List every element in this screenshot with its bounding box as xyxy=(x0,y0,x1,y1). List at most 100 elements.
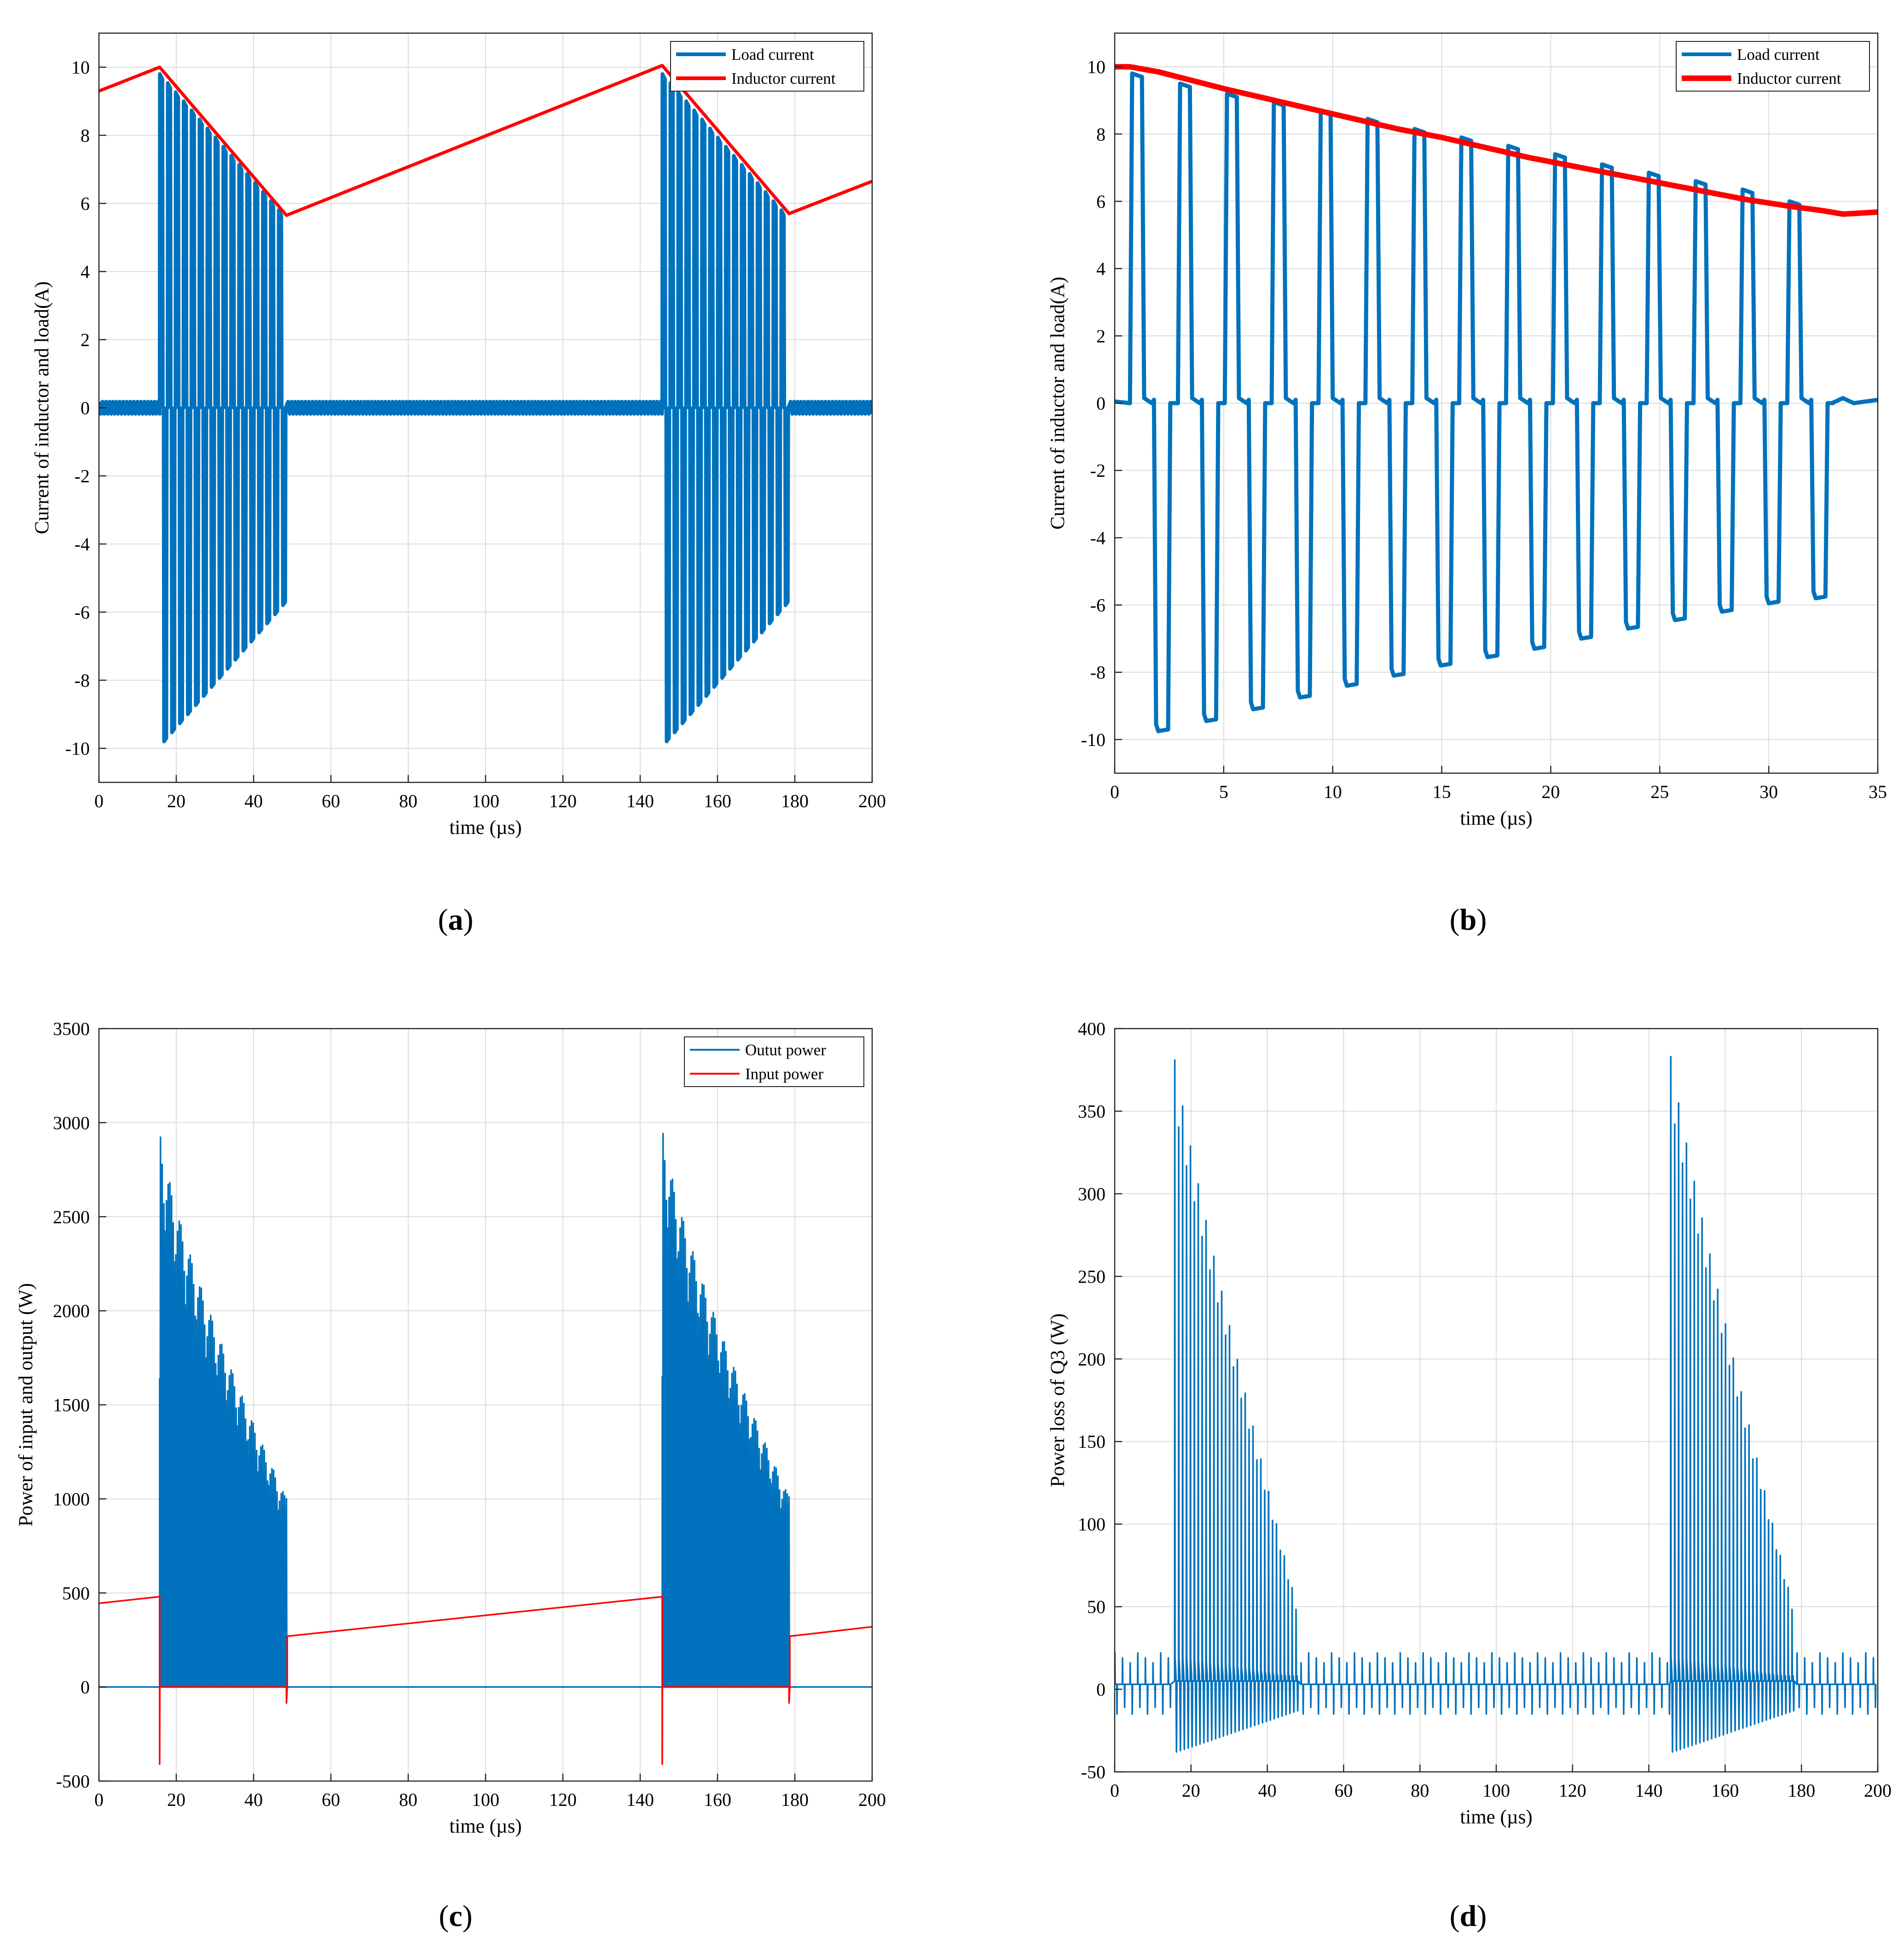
panel-label: (c) xyxy=(439,1899,472,1933)
series-group xyxy=(1115,64,1878,734)
x-tick-label: 120 xyxy=(549,791,577,811)
x-tick-label: 200 xyxy=(858,791,886,811)
x-tick-label: 20 xyxy=(1541,781,1560,802)
x-tick-label: 20 xyxy=(1182,1780,1200,1801)
x-tick-label: 160 xyxy=(704,791,731,811)
x-tick-label: 10 xyxy=(1324,781,1342,802)
x-tick-label: 140 xyxy=(626,791,654,811)
series-group xyxy=(99,1133,872,1765)
x-tick-label: 60 xyxy=(322,791,340,811)
y-tick-label: 1500 xyxy=(53,1395,90,1416)
series-line-load-current xyxy=(1115,71,1878,734)
panel-d: 0 20 40 60 80 100 120 140 160 180 200-500501001502… xyxy=(1047,1018,1892,1933)
y-tick-label: 400 xyxy=(1078,1018,1105,1039)
x-tick-label: 0 xyxy=(94,1789,104,1810)
series-line-load-current xyxy=(99,72,872,744)
x-tick-label: 80 xyxy=(399,1789,417,1810)
y-tick-label: 300 xyxy=(1078,1184,1105,1204)
y-tick-label: 200 xyxy=(1078,1349,1105,1370)
y-tick-label: 350 xyxy=(1078,1101,1105,1122)
x-tick-label: 35 xyxy=(1869,781,1887,802)
x-tick-label: 25 xyxy=(1650,781,1669,802)
legend-box xyxy=(684,1036,864,1087)
x-axis-label: time (µs) xyxy=(449,817,521,839)
x-tick-label: 120 xyxy=(1559,1780,1586,1801)
x-tick-label: 100 xyxy=(1482,1780,1510,1801)
panel-a: 0 20 40 60 80 100 120 140 160 180 200 -10 -8 -6 -4 -2 0 2… xyxy=(31,32,886,937)
x-tick-label: 100 xyxy=(472,791,499,811)
y-axis-label: Power of input and output (W) xyxy=(15,1283,37,1527)
y-tick-label: 500 xyxy=(62,1583,90,1603)
y-tick-label: 2 xyxy=(81,330,90,350)
series-line-power-loss-of-q3 xyxy=(1115,1056,1877,1753)
legend: Load current Inductor current xyxy=(670,41,864,92)
y-tick-label: 6 xyxy=(1096,191,1105,212)
series-line-outut-power xyxy=(99,1133,872,1688)
x-tick-label: 140 xyxy=(1635,1780,1663,1801)
x-tick-label: 200 xyxy=(1864,1780,1892,1801)
legend-label: Load current xyxy=(731,46,814,64)
x-tick-label: 5 xyxy=(1219,781,1228,802)
panel-b: 0 5 10 15 20 25 30 35 -10 -8 -6 -4 -2 0 2 4 6 8 10 time (µs… xyxy=(1047,32,1887,937)
x-tick-label: 60 xyxy=(322,1789,340,1810)
series-line-input-power xyxy=(99,1596,872,1765)
x-tick-label: 0 xyxy=(94,791,104,811)
y-tick-label: 50 xyxy=(1087,1597,1105,1617)
x-tick-label: 60 xyxy=(1334,1780,1353,1801)
x-axis-label: time (µs) xyxy=(1460,808,1532,829)
y-tick-label: 0 xyxy=(81,398,90,418)
legend-label: Inductor current xyxy=(1737,69,1841,87)
y-tick-label: -50 xyxy=(1081,1762,1105,1782)
x-tick-label: 80 xyxy=(399,791,417,811)
y-tick-label: -8 xyxy=(75,670,90,691)
y-tick-label: -6 xyxy=(75,602,90,623)
x-tick-label: 15 xyxy=(1433,781,1451,802)
y-axis-label: Power loss of Q3 (W) xyxy=(1047,1313,1069,1487)
y-tick-label: 2000 xyxy=(53,1301,90,1321)
y-tick-label: 0 xyxy=(1096,1679,1105,1700)
panel-label: (a) xyxy=(438,903,474,937)
legend: Load current Inductor current xyxy=(1676,41,1870,92)
y-tick-label: 10 xyxy=(1087,57,1105,77)
y-tick-label: -2 xyxy=(1090,460,1105,481)
x-tick-label: 120 xyxy=(549,1789,577,1810)
y-tick-label: -10 xyxy=(1081,729,1105,750)
x-tick-label: 30 xyxy=(1759,781,1778,802)
x-tick-label: 160 xyxy=(704,1789,731,1810)
y-tick-label: 4 xyxy=(1096,259,1105,279)
y-tick-label: 1000 xyxy=(53,1489,90,1510)
y-tick-label: -8 xyxy=(1090,662,1105,683)
y-tick-label: 0 xyxy=(1096,393,1105,414)
y-tick-label: -500 xyxy=(56,1771,90,1792)
series-line-inductor-current xyxy=(1115,64,1878,217)
legend-label: Inductor current xyxy=(731,69,836,87)
x-tick-label: 160 xyxy=(1711,1780,1739,1801)
y-tick-label: 150 xyxy=(1078,1431,1105,1452)
legend-box xyxy=(670,41,864,92)
x-tick-label: 0 xyxy=(1110,1780,1119,1801)
y-tick-label: 4 xyxy=(81,261,90,282)
x-axis-label: time (µs) xyxy=(1460,1806,1532,1828)
x-tick-label: 140 xyxy=(626,1789,654,1810)
x-tick-label: 0 xyxy=(1110,781,1119,802)
x-tick-label: 80 xyxy=(1411,1780,1429,1801)
y-tick-label: 10 xyxy=(71,57,90,78)
series-group xyxy=(1115,1056,1877,1753)
panel-label: (d) xyxy=(1450,1899,1487,1933)
x-tick-label: 180 xyxy=(1788,1780,1815,1801)
series-line-inductor-current xyxy=(99,64,872,217)
y-tick-label: -10 xyxy=(65,738,90,759)
legend-label: Outut power xyxy=(745,1041,826,1059)
y-tick-label: 8 xyxy=(1096,124,1105,145)
x-tick-label: 20 xyxy=(167,791,185,811)
y-tick-label: 2 xyxy=(1096,326,1105,347)
panel-label: (b) xyxy=(1450,903,1487,937)
x-tick-label: 40 xyxy=(244,791,263,811)
y-tick-label: 3000 xyxy=(53,1112,90,1133)
y-axis-label: Current of inductor and load(A) xyxy=(1047,277,1069,529)
y-axis-label: Current of inductor and load(A) xyxy=(31,281,53,534)
y-tick-label: -6 xyxy=(1090,595,1105,616)
y-tick-label: 6 xyxy=(81,193,90,214)
y-tick-label: 0 xyxy=(81,1677,90,1698)
